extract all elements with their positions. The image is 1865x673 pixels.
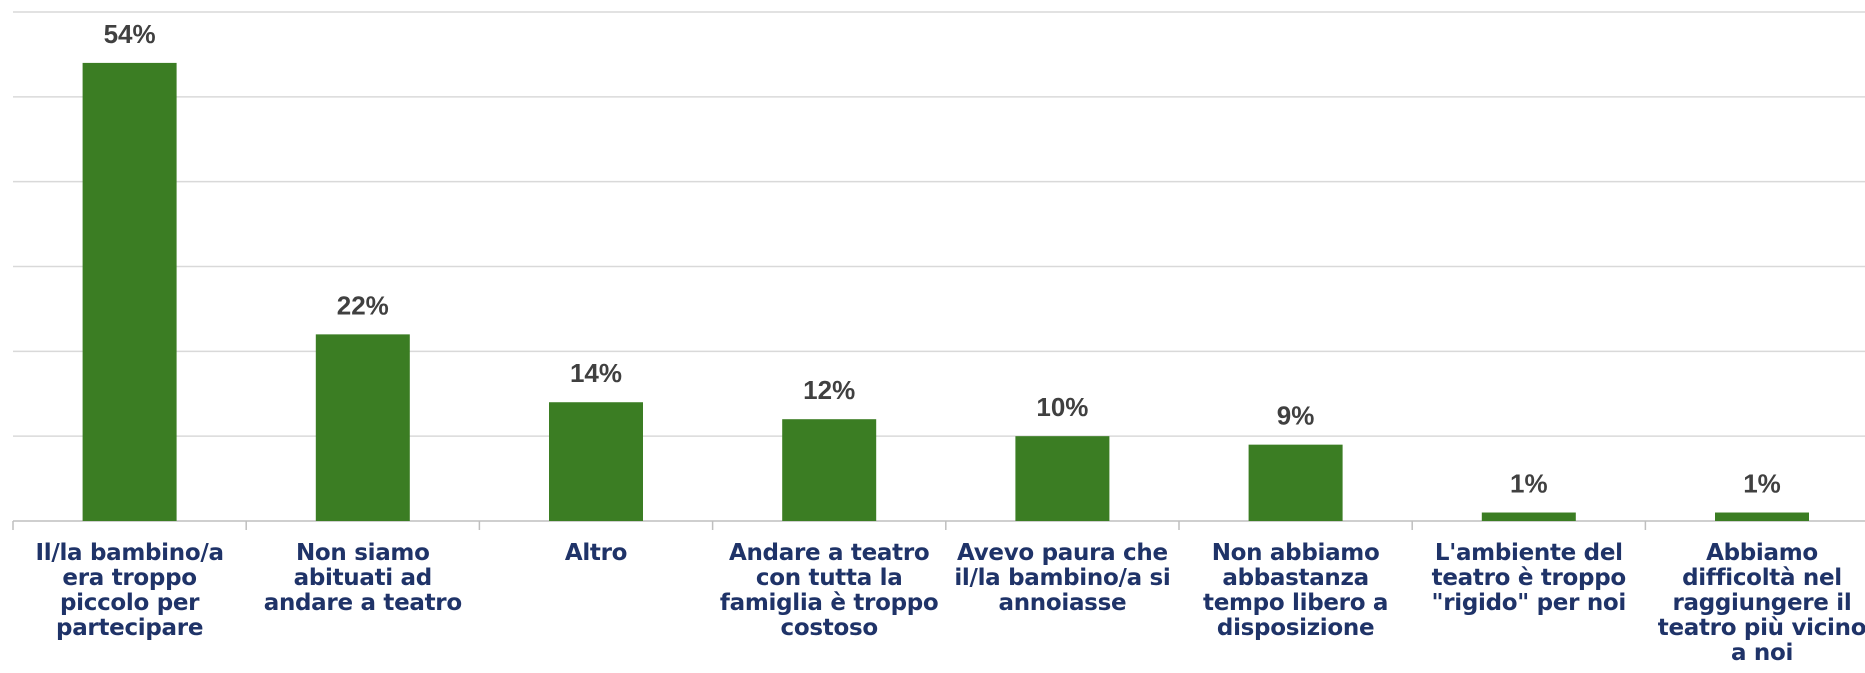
bar	[782, 419, 877, 521]
x-tick-label: Il/la bambino/a era troppo piccolo per p…	[35, 540, 224, 641]
value-label: 10%	[1036, 392, 1088, 422]
x-tick-label: Non abbiamo abbastanza tempo libero a di…	[1203, 540, 1389, 641]
bar	[1481, 512, 1576, 521]
value-label: 54%	[104, 19, 156, 49]
value-label: 12%	[803, 375, 855, 405]
value-label: 14%	[570, 358, 622, 388]
bar	[1015, 436, 1110, 521]
value-label: 1%	[1510, 469, 1548, 499]
bar	[1715, 512, 1809, 521]
value-label: 22%	[337, 290, 389, 320]
bar	[82, 62, 177, 522]
x-tick-label: Abbiamo difficoltà nel raggiungere il te…	[1657, 540, 1865, 666]
x-tick-label: L'ambiente del teatro è troppo "rigido" …	[1431, 540, 1627, 616]
value-label: 1%	[1743, 469, 1781, 499]
x-tick-label: Andare a teatro con tutta la famiglia è …	[719, 540, 939, 641]
value-label: 9%	[1277, 401, 1315, 431]
x-tick-label: Non siamo abituati ad andare a teatro	[263, 540, 462, 616]
bar	[549, 402, 643, 521]
bar	[315, 334, 410, 521]
bar	[1248, 444, 1343, 521]
x-tick-label: Altro	[564, 540, 628, 566]
x-tick-label: Avevo paura che il/la bambino/a si annoi…	[954, 540, 1171, 616]
